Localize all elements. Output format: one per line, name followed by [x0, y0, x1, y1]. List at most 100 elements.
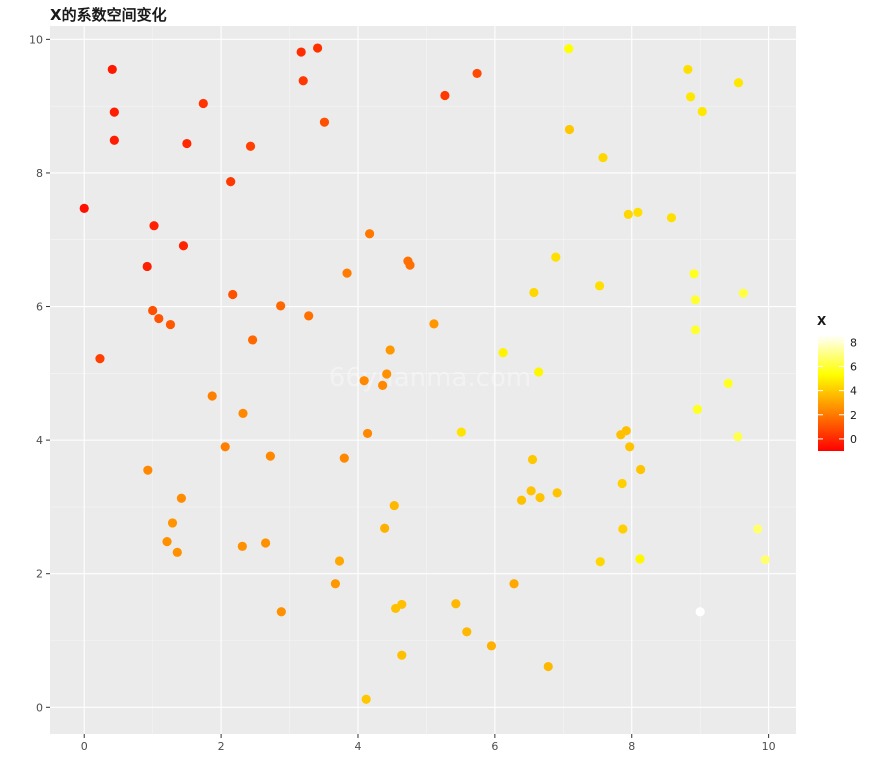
data-point [154, 313, 164, 324]
data-point [172, 547, 182, 557]
data-point [529, 287, 539, 298]
y-tick-label: 10 [29, 33, 43, 46]
data-point [498, 348, 508, 358]
data-point [397, 599, 407, 610]
data-point [405, 260, 415, 270]
data-point [689, 269, 699, 279]
data-point [142, 261, 152, 272]
chart-title: X的系数空间变化 [50, 6, 167, 24]
data-point [95, 354, 105, 364]
data-point [690, 295, 700, 305]
data-point [429, 319, 439, 329]
x-tick-label: 0 [81, 740, 88, 753]
data-point [753, 524, 763, 534]
data-point [143, 465, 153, 475]
data-point [385, 345, 395, 355]
data-point [462, 627, 472, 637]
legend-tick-label: 6 [850, 360, 857, 373]
y-tick-label: 8 [36, 167, 43, 180]
major-gridlines [50, 26, 796, 734]
data-point [361, 694, 371, 704]
data-point [220, 442, 230, 452]
x-tick-label: 2 [218, 740, 225, 753]
data-point [148, 305, 158, 316]
data-point [509, 579, 519, 589]
data-point [440, 90, 450, 101]
y-axis: 0 2 4 6 8 10 [29, 33, 50, 714]
data-point [692, 404, 703, 414]
data-point [623, 209, 633, 219]
y-tick-label: 6 [36, 301, 43, 314]
data-point [380, 523, 390, 533]
data-point [162, 537, 172, 547]
data-point [451, 599, 461, 609]
legend-tick-label: 0 [850, 433, 857, 446]
data-point [594, 281, 605, 291]
data-point [238, 408, 248, 418]
y-tick-label: 2 [36, 568, 43, 581]
legend-tick-label: 2 [850, 409, 857, 422]
data-point [313, 43, 323, 53]
data-point [79, 203, 89, 213]
data-point [527, 454, 538, 465]
data-point [362, 428, 373, 439]
data-point [456, 427, 466, 437]
data-point [633, 207, 643, 217]
data-point [552, 488, 562, 498]
data-point [486, 641, 497, 651]
data-point [621, 426, 631, 436]
data-point [109, 135, 119, 145]
data-point [176, 493, 187, 503]
data-point [334, 556, 345, 566]
x-tick-label: 6 [491, 740, 498, 753]
data-point [245, 141, 256, 151]
data-point [733, 432, 743, 442]
data-points [79, 43, 770, 704]
data-point [551, 252, 561, 262]
data-point [207, 391, 217, 401]
data-point [389, 500, 399, 511]
data-point [636, 464, 646, 475]
legend-colorbar [818, 335, 844, 451]
data-point [686, 92, 696, 102]
data-point [365, 229, 375, 239]
data-point [296, 47, 306, 57]
data-point [237, 541, 247, 551]
data-point [109, 107, 119, 117]
data-point [666, 213, 677, 223]
data-point [304, 311, 314, 321]
data-point [226, 177, 236, 187]
x-axis: 0 2 4 6 8 10 [81, 734, 776, 753]
data-point [595, 557, 605, 567]
data-point [690, 325, 700, 335]
data-point [228, 289, 238, 300]
data-point [359, 376, 369, 386]
data-point [298, 76, 308, 86]
data-point [382, 369, 392, 379]
data-point [178, 241, 189, 251]
data-point [330, 579, 340, 589]
data-point [598, 152, 608, 163]
data-point [198, 98, 208, 109]
data-point [564, 124, 575, 135]
data-point [618, 524, 628, 534]
data-point [733, 78, 744, 88]
data-point [760, 555, 770, 565]
data-point [342, 268, 352, 278]
x-tick-label: 10 [762, 740, 776, 753]
data-point [339, 453, 349, 463]
watermark: 66yuanma.com [329, 363, 531, 393]
data-point [738, 288, 748, 298]
data-point [697, 106, 707, 117]
legend-title: X [817, 314, 827, 328]
legend-tick-label: 4 [850, 385, 857, 398]
data-point [535, 492, 545, 503]
data-point [617, 478, 627, 489]
data-point [516, 495, 527, 505]
plot-panel [50, 26, 796, 734]
data-point [107, 64, 117, 75]
data-point [472, 68, 482, 79]
data-point [276, 607, 286, 617]
data-point [182, 138, 192, 149]
